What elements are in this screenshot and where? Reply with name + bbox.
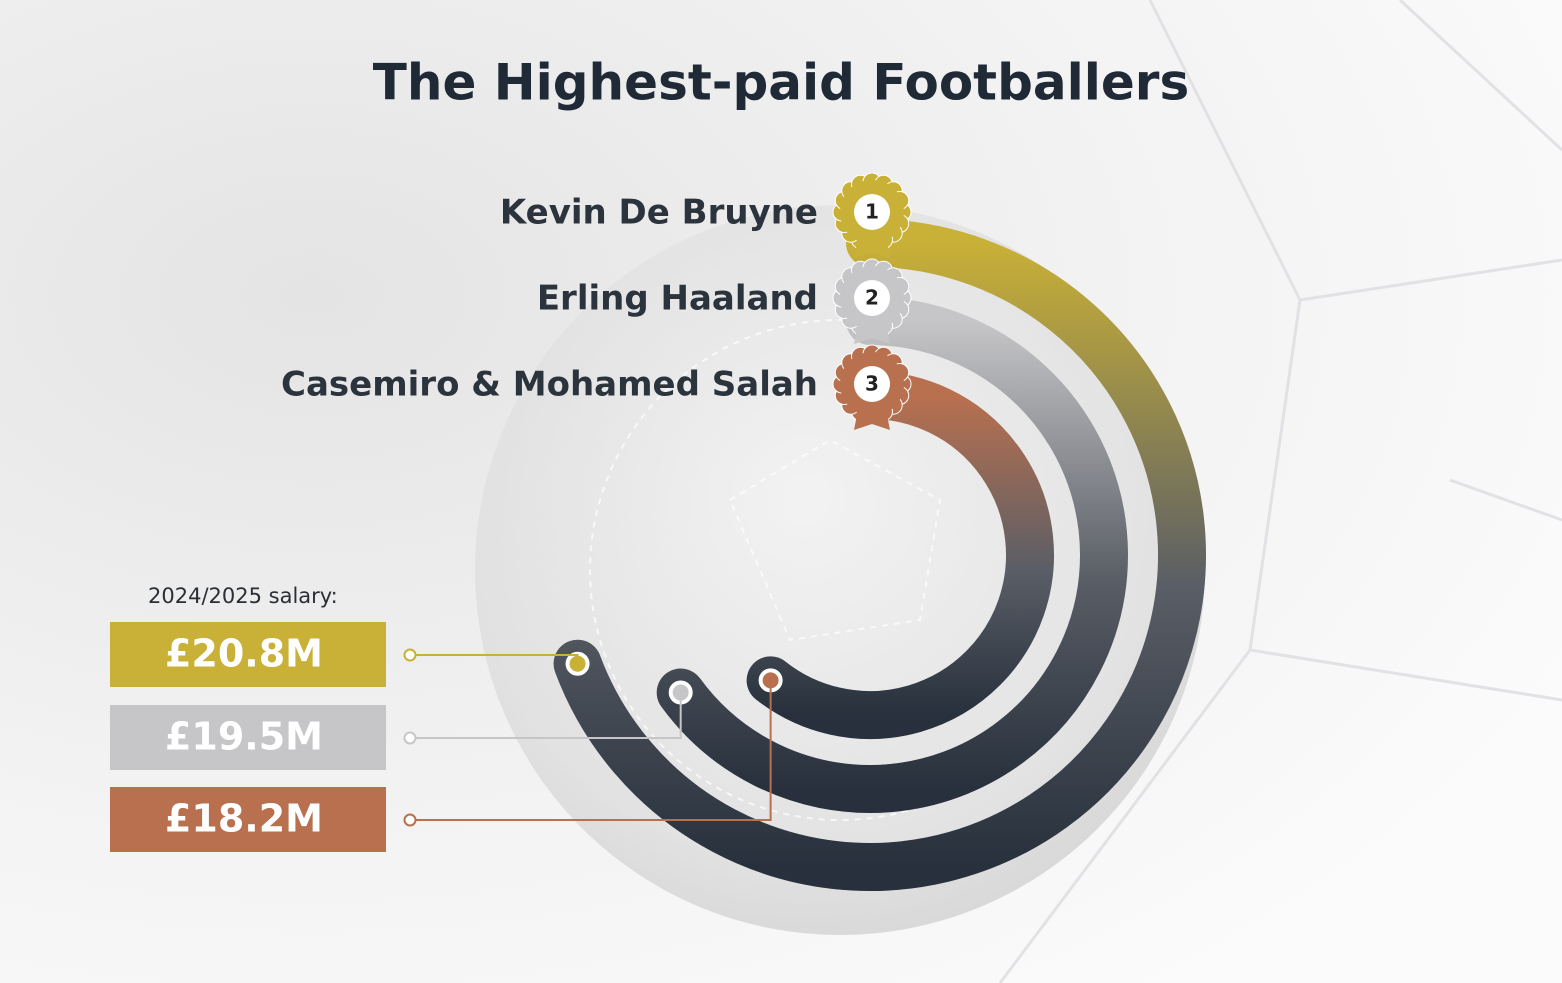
ribbon bbox=[854, 238, 890, 258]
salary-arc bbox=[656, 297, 1128, 813]
player-name: Erling Haaland bbox=[537, 279, 818, 319]
player-name: Kevin De Bruyne bbox=[500, 193, 818, 233]
leader-dot bbox=[403, 731, 417, 745]
chart-title: The Highest-paid Footballers bbox=[373, 54, 1189, 112]
value-label: £20.8M bbox=[165, 632, 323, 676]
leader-dot bbox=[403, 813, 417, 827]
leader-line bbox=[416, 654, 579, 664]
value-box bbox=[110, 622, 386, 687]
salary-arc bbox=[553, 219, 1206, 891]
value-label: £18.2M bbox=[165, 797, 323, 841]
net bbox=[998, 0, 1562, 983]
player-name: Casemiro & Mohamed Salah bbox=[281, 365, 818, 405]
value-box bbox=[110, 787, 386, 852]
medal-center bbox=[854, 194, 890, 230]
leader-dot bbox=[403, 648, 417, 662]
medal-center bbox=[854, 366, 890, 402]
rank: 2 bbox=[865, 286, 879, 310]
ribbon bbox=[854, 324, 890, 344]
rank: 1 bbox=[865, 200, 879, 224]
ribbon bbox=[854, 410, 890, 430]
leader-line bbox=[416, 680, 772, 821]
medal-center bbox=[854, 280, 890, 316]
value-caption: 2024/2025 salary: bbox=[148, 584, 338, 608]
rank: 3 bbox=[865, 372, 879, 396]
leader-line bbox=[416, 692, 682, 739]
salary-arc bbox=[746, 371, 1054, 739]
value-box bbox=[110, 705, 386, 770]
value-label: £19.5M bbox=[165, 715, 323, 759]
